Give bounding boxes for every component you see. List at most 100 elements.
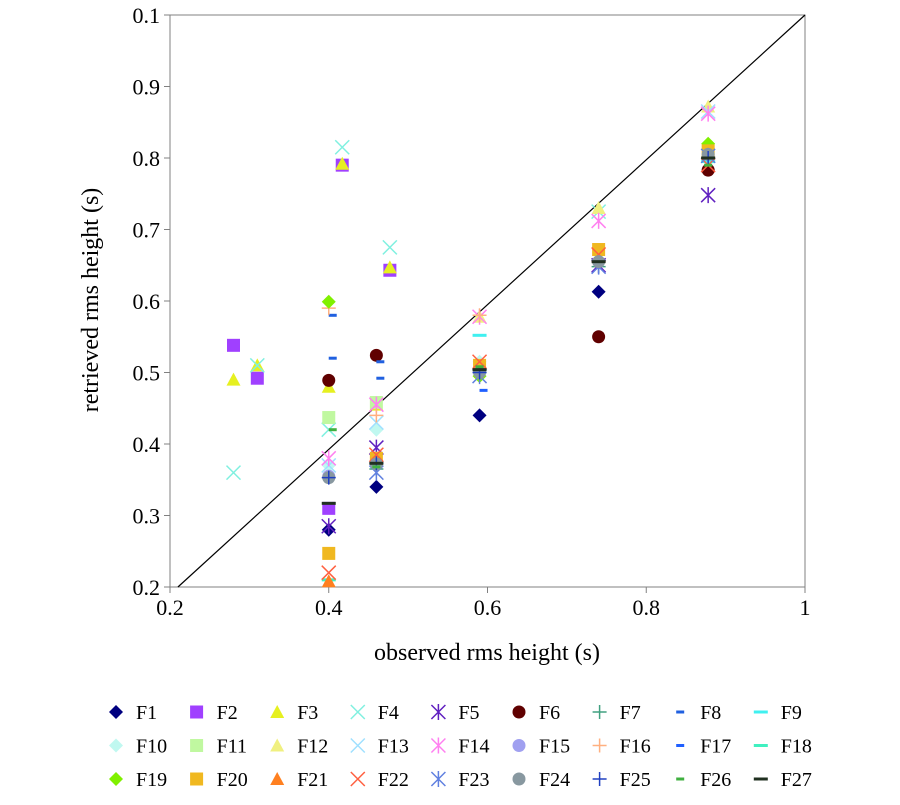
- legend-marker: [512, 772, 526, 786]
- legend-marker: [350, 771, 366, 787]
- data-point: [372, 465, 381, 469]
- legend-item: F7: [592, 702, 641, 724]
- data-point: [335, 156, 350, 170]
- legend-item: F26: [676, 769, 731, 791]
- data-point: [472, 354, 488, 370]
- legend-item: F24: [512, 769, 570, 791]
- legend-item: F2: [190, 702, 238, 724]
- legend-label: F5: [458, 702, 479, 724]
- data-point: [472, 333, 487, 337]
- legend-marker: [676, 710, 685, 714]
- y-axis-label: retrieved rms height (s): [78, 188, 104, 413]
- data-point: [472, 308, 487, 323]
- data-point: [368, 415, 384, 431]
- legend-label: F16: [620, 736, 651, 758]
- legend-label: F19: [136, 769, 167, 791]
- data-point: [322, 373, 336, 387]
- series-f27: [321, 156, 716, 505]
- data-point: [704, 163, 713, 167]
- legend-label: F24: [539, 769, 570, 791]
- legend: F1 F2 F3 F4 F5 F6 F7 F8 F9 F10 F11 F12 F13 F14 F15 F16 F…: [109, 702, 812, 791]
- legend-marker: [430, 737, 446, 754]
- legend-item: F17: [676, 736, 731, 758]
- legend-marker: [350, 704, 366, 720]
- series-f23: [368, 147, 716, 481]
- legend-label: F14: [458, 736, 489, 758]
- legend-item: F15: [512, 736, 570, 758]
- legend-label: F6: [539, 702, 560, 724]
- legend-item: F11: [190, 736, 247, 758]
- data-point: [475, 365, 484, 369]
- legend-label: F2: [217, 702, 238, 724]
- legend-marker: [592, 772, 607, 786]
- legend-label: F1: [136, 702, 157, 724]
- legend-item: F10: [109, 736, 167, 758]
- data-point: [321, 574, 336, 588]
- legend-label: F25: [620, 769, 651, 791]
- legend-item: F8: [676, 702, 721, 724]
- data-point: [226, 372, 241, 386]
- reference-line: [177, 14, 806, 588]
- data-point: [591, 260, 606, 264]
- y-tick-label: 0.5: [133, 361, 161, 386]
- legend-item: F6: [512, 702, 560, 724]
- data-point: [369, 479, 384, 494]
- series-f8: [328, 313, 385, 380]
- legend-marker: [190, 772, 204, 786]
- legend-marker: [430, 704, 446, 720]
- data-point: [368, 447, 384, 463]
- data-point: [376, 376, 385, 380]
- legend-item: F18: [753, 736, 812, 758]
- data-point: [321, 518, 337, 535]
- data-point: [700, 105, 716, 122]
- legend-marker: [109, 772, 123, 786]
- legend-label: F23: [458, 769, 489, 791]
- legend-marker: [350, 737, 366, 754]
- legend-item: F3: [270, 702, 318, 724]
- legend-item: F20: [190, 769, 248, 791]
- legend-label: F20: [217, 769, 248, 791]
- legend-marker: [109, 705, 123, 719]
- x-tick-label: 0.2: [156, 595, 184, 620]
- y-tick-label: 0.6: [133, 289, 161, 314]
- data-point: [472, 368, 487, 372]
- legend-item: F9: [753, 702, 802, 724]
- data-point: [321, 470, 336, 485]
- legend-item: F27: [753, 769, 812, 791]
- y-tick-label: 0.4: [133, 432, 161, 457]
- data-point: [321, 565, 337, 581]
- data-point: [328, 313, 337, 317]
- legend-marker: [190, 705, 204, 719]
- series-f7: [369, 259, 606, 477]
- legend-label: F27: [781, 769, 812, 791]
- x-tick-label: 0.4: [315, 595, 343, 620]
- legend-label: F8: [700, 702, 721, 724]
- series-f6: [322, 163, 715, 387]
- legend-marker: [676, 744, 685, 747]
- x-tick-label: 0.6: [474, 595, 502, 620]
- data-point: [322, 501, 336, 515]
- series-f12: [472, 99, 716, 323]
- y-tick-label: 0.8: [133, 146, 161, 171]
- data-point: [321, 501, 336, 505]
- series-f24: [322, 147, 715, 485]
- legend-marker: [512, 739, 526, 752]
- legend-label: F12: [297, 736, 328, 758]
- legend-label: F3: [297, 702, 318, 724]
- data-point: [369, 348, 383, 362]
- data-point: [592, 330, 606, 344]
- data-point: [591, 284, 606, 299]
- legend-item: F21: [270, 769, 328, 791]
- data-point: [334, 139, 350, 155]
- data-point: [369, 461, 384, 465]
- legend-item: F13: [350, 736, 409, 758]
- legend-label: F21: [297, 769, 328, 791]
- legend-label: F17: [700, 736, 731, 758]
- legend-label: F4: [378, 702, 399, 724]
- legend-marker: [270, 738, 285, 752]
- plot-area: 0.2 0.4 0.6 0.8 1 0.2 0.3 0.4 0.5 0.6 0.7 0.8 0.9 0.1: [133, 3, 811, 620]
- y-tick-label: 0.1: [133, 3, 161, 28]
- data-point: [701, 156, 716, 160]
- data-point: [472, 408, 487, 423]
